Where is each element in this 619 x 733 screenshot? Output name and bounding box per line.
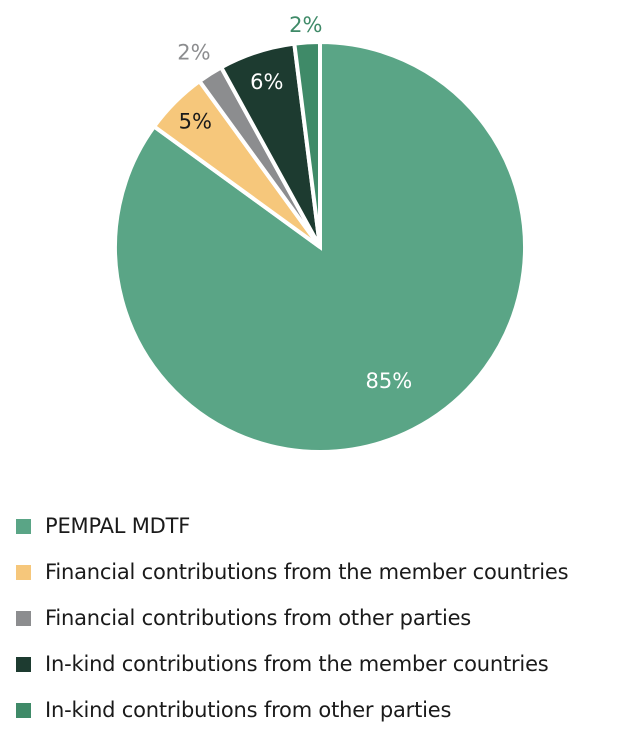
legend-item-2: Financial contributions from the member … bbox=[16, 549, 569, 595]
legend-item-4: In-kind contributions from the member co… bbox=[16, 641, 568, 687]
legend-label-3: Financial contributions from other parti… bbox=[45, 606, 472, 630]
legend-swatch-5 bbox=[16, 702, 31, 718]
legend-label-4: In-kind contributions from the member co… bbox=[45, 652, 549, 676]
slice-label-5: 2% bbox=[289, 13, 322, 37]
legend-swatch-4 bbox=[16, 656, 31, 672]
legend-label-2: Financial contributions from the member … bbox=[45, 560, 569, 584]
slice-label-2: 5% bbox=[179, 109, 212, 133]
legend-item-1: PEMPAL MDTF bbox=[16, 503, 568, 549]
pie-slice-5 bbox=[292, 39, 322, 248]
slice-label-1: 85% bbox=[366, 369, 413, 393]
labels-layer: 85% 5% 2% 6% 2% bbox=[177, 13, 412, 393]
legend-item-3: Financial contributions from other parti… bbox=[16, 595, 568, 641]
legend-label-1: PEMPAL MDTF bbox=[45, 514, 191, 538]
legend-swatch-1 bbox=[16, 518, 31, 534]
pie-chart-svg: 85% 5% 2% 6% 2% bbox=[113, 13, 527, 454]
slice-label-3: 2% bbox=[177, 40, 210, 64]
legend: PEMPAL MDTF Financial contributions from … bbox=[16, 503, 569, 733]
pie-chart: 85% 5% 2% 6% 2% bbox=[113, 13, 527, 454]
slices-layer bbox=[113, 39, 527, 454]
slice-label-4: 6% bbox=[250, 70, 283, 94]
legend-swatch-3 bbox=[16, 610, 31, 626]
legend-item-5: In-kind contributions from other parties bbox=[16, 687, 568, 733]
legend-label-5: In-kind contributions from other parties bbox=[45, 698, 452, 722]
legend-swatch-2 bbox=[16, 564, 31, 580]
